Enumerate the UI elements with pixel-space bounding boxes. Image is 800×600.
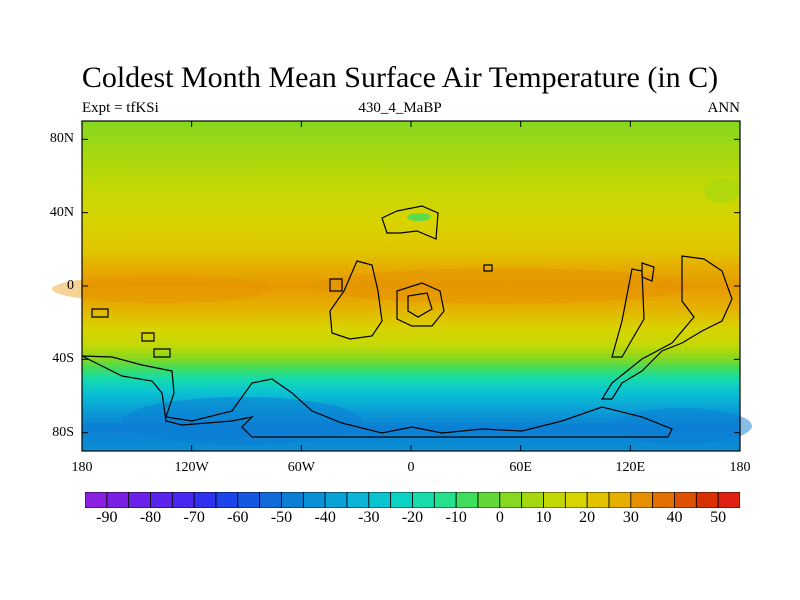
y-tick-label: 40S [52,351,74,367]
colorbar-label: 30 [622,509,639,526]
coastline-small-island [483,264,493,272]
colorbar-label: -70 [183,509,205,526]
colorbar-swatch [564,492,588,508]
colorbar-label: 10 [535,509,552,526]
coastline-small-west-1 [91,308,109,318]
coastline-small-west-2 [141,332,171,358]
colorbar-swatch [390,492,413,508]
colorbar-swatch [324,492,348,508]
y-tick-label: 40N [49,204,74,220]
colorbar-swatch [499,492,523,508]
colorbar-swatch [302,492,326,508]
colorbar-swatch [433,492,457,508]
y-tick-label: 80S [52,424,74,440]
x-tick-label: 180 [729,460,751,475]
coastline-ring-landmass [396,282,445,327]
coastline-north-block [381,205,439,240]
warm-core-east [312,268,692,304]
cold-patch-antarctic [122,397,362,445]
colorbar-label: 40 [666,509,683,526]
colorbar-swatch [674,492,697,508]
colorbar-swatch [106,492,130,508]
colorbar-label: -20 [401,509,424,526]
x-tick-label: 60E [509,460,532,475]
colorbar-label: -40 [314,509,336,526]
colorbar-label: 50 [710,509,727,526]
axis-ticks [81,121,741,451]
colorbar-swatch [85,492,108,508]
colorbar-swatch [455,492,479,508]
coastline-southern-arc [81,355,673,438]
cool-patch-northeast [704,179,740,203]
colorbar-label: -30 [358,509,380,526]
x-tick-label: 0 [407,460,415,475]
y-tick-label: 80N [49,131,74,147]
continent-outlines [81,205,733,438]
colorbar-swatch [368,492,392,508]
colorbar-swatch [150,492,173,508]
colorbar-swatch [586,492,610,508]
colorbar-swatch [259,492,282,508]
warm-core-west [52,275,272,303]
colorbar-swatch [608,492,632,508]
temperature-map [52,120,752,452]
colorbar-swatch [237,492,261,508]
colorbar-swatch [346,492,370,508]
x-tick-label: 60W [287,460,315,475]
map-panel [52,120,752,452]
colorbar-swatch [695,492,719,508]
colorbar-swatch [717,492,740,508]
x-tick-label: 180 [71,460,93,475]
coastline-central-block [329,260,383,340]
x-tick-label: 120E [615,460,646,475]
colorbar-swatch [521,492,544,508]
colorbar-label: -50 [270,509,293,526]
colorbar [85,492,740,508]
colorbar-swatch [543,492,566,508]
coastline-east-block [611,262,655,358]
colorbar-swatch [215,492,239,508]
experiment-label: Expt = tfKSi [82,100,159,116]
coastline-pacific-block [600,255,733,400]
colorbar-swatch [477,492,501,508]
colorbar-label: -10 [445,509,467,526]
lake-anomaly [407,213,431,221]
colorbar-swatch [281,492,304,508]
colorbar-swatch [630,492,654,508]
cold-patch-south-east [612,408,752,444]
colorbar-swatch [193,492,217,508]
colorbar-label: -60 [227,509,249,526]
colorbar-swatch [412,492,435,508]
colorbar-label: -80 [139,509,162,526]
season-label: ANN [707,100,741,116]
colorbar-swatch [128,492,151,508]
y-tick-label: 0 [67,278,74,293]
colorbar-label: 0 [495,509,504,526]
time-label: 430_4_MaBP [358,100,442,116]
map-title: Coldest Month Mean Surface Air Temperatu… [81,61,719,94]
colorbar-label: 20 [579,509,596,526]
colorbar-swatch [652,492,675,508]
colorbar-swatch [171,492,195,508]
colorbar-label: -90 [96,509,118,526]
x-tick-label: 120W [174,460,209,475]
